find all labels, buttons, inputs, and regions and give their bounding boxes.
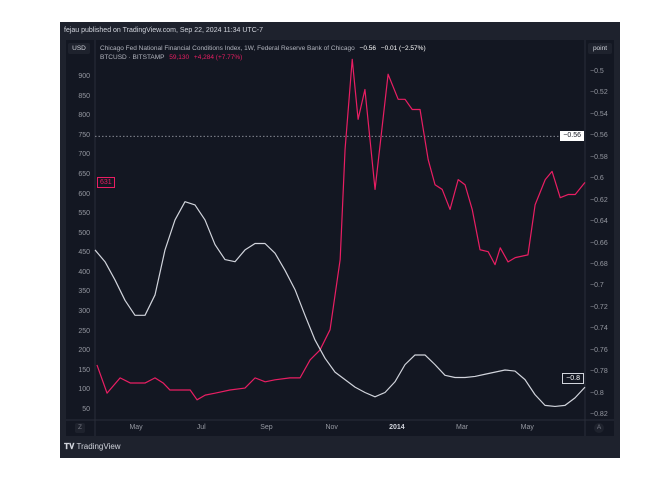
left-axis-tick: 750	[78, 131, 90, 139]
left-axis-tick: 200	[78, 347, 90, 355]
time-axis-tick: Mar	[456, 424, 469, 431]
right-axis-tick: −0.66	[590, 239, 608, 247]
right-axis-tick: −0.56	[590, 132, 608, 140]
currency-button[interactable]: USD	[68, 43, 90, 54]
left-axis-tick: 50	[82, 406, 90, 413]
time-axis-tick: May	[520, 424, 534, 431]
right-axis-tick: −0.52	[590, 89, 608, 97]
left-axis-tick: 300	[78, 308, 90, 316]
chart-area[interactable]	[66, 40, 614, 436]
tradingview-logo[interactable]: 𝐓𝐕 TradingView	[64, 442, 121, 452]
auto-scale-button[interactable]: A	[594, 423, 604, 433]
time-axis-tick: Nov	[325, 424, 338, 431]
right-axis-tick: −0.62	[590, 196, 608, 204]
legend-series1-change: −0.01 (−2.57%)	[380, 45, 426, 52]
nfci-line	[94, 201, 586, 408]
published-caption: fejau published on TradingView.com, Sep …	[64, 27, 263, 34]
legend-series1-name: Chicago Fed National Financial Condition…	[100, 45, 355, 52]
right-axis-tick: −0.72	[590, 303, 608, 311]
btc-last-value-tag: 631	[97, 177, 115, 189]
left-axis-tick: 900	[78, 73, 90, 80]
right-axis-tick: −0.64	[590, 218, 608, 226]
right-axis-tick: −0.5	[590, 68, 604, 75]
time-axis-tick: May	[129, 424, 143, 431]
current-value-tag: −0.56	[560, 131, 584, 142]
zoom-button[interactable]: Z	[75, 423, 85, 433]
right-axis-tick: −0.82	[590, 411, 608, 418]
nfci-last-value-tag: −0.8	[562, 373, 584, 385]
left-axis-tick: 450	[78, 249, 90, 257]
right-axis-tick: −0.8	[590, 389, 604, 397]
left-axis-tick: 100	[78, 386, 90, 394]
legend-series1[interactable]: Chicago Fed National Financial Condition…	[100, 45, 426, 52]
tradingview-logo-icon: 𝐓𝐕	[64, 442, 75, 451]
left-axis-tick: 850	[78, 92, 90, 100]
legend-series1-value: −0.56	[359, 45, 376, 52]
right-axis-tick: −0.7	[590, 282, 604, 290]
legend-series2-change: +4,284 (+7.77%)	[193, 54, 243, 61]
time-axis-tick: 2014	[389, 424, 405, 431]
left-axis-tick: 350	[78, 288, 90, 296]
legend-series2[interactable]: BTCUSD · BITSTAMP 59,130 +4,284 (+7.77%)	[100, 54, 242, 61]
footer-brand: TradingView	[76, 442, 121, 451]
legend-series2-value: 59,130	[169, 54, 190, 61]
right-axis-tick: −0.74	[590, 325, 608, 333]
right-axis-tick: −0.68	[590, 260, 608, 268]
left-axis-tick: 400	[78, 268, 90, 276]
left-axis-tick: 250	[78, 327, 90, 335]
left-axis-tick: 600	[78, 190, 90, 198]
left-axis-tick: 500	[78, 229, 90, 237]
left-axis-tick: 650	[78, 170, 90, 178]
right-axis-tick: −0.54	[590, 110, 608, 118]
right-axis-tick: −0.78	[590, 368, 608, 376]
scale-mode-button[interactable]: point	[588, 43, 612, 54]
left-axis-tick: 800	[78, 112, 90, 120]
left-axis-tick: 550	[78, 210, 90, 218]
time-axis-tick: Jul	[196, 424, 206, 431]
right-axis-tick: −0.76	[590, 346, 608, 354]
btcusd-line	[96, 58, 586, 401]
left-axis-tick: 150	[78, 366, 90, 374]
right-axis-tick: −0.58	[590, 153, 608, 161]
right-axis-tick: −0.6	[590, 175, 604, 183]
chart-marks	[94, 58, 586, 408]
left-axis-tick: 700	[78, 151, 90, 159]
time-axis-tick: Sep	[260, 424, 273, 431]
legend-series2-name: BTCUSD · BITSTAMP	[100, 54, 165, 61]
